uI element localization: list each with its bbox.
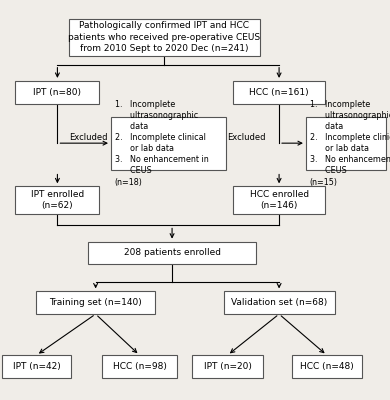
FancyBboxPatch shape xyxy=(192,355,263,378)
Text: 208 patients enrolled: 208 patients enrolled xyxy=(124,248,221,258)
FancyBboxPatch shape xyxy=(224,291,335,314)
Text: Pathologically confirmed IPT and HCC
patients who received pre-operative CEUS
fr: Pathologically confirmed IPT and HCC pat… xyxy=(68,21,261,53)
FancyBboxPatch shape xyxy=(291,355,362,378)
FancyBboxPatch shape xyxy=(36,291,155,314)
FancyBboxPatch shape xyxy=(111,117,225,170)
Text: IPT enrolled
(n=62): IPT enrolled (n=62) xyxy=(31,190,84,210)
Text: IPT (n=80): IPT (n=80) xyxy=(34,88,82,97)
Text: 1.   Incomplete
      ultrasonographic
      data
2.   Incomplete clinical
     : 1. Incomplete ultrasonographic data 2. I… xyxy=(310,100,390,186)
Text: HCC enrolled
(n=146): HCC enrolled (n=146) xyxy=(250,190,308,210)
Text: Training set (n=140): Training set (n=140) xyxy=(49,298,142,307)
FancyBboxPatch shape xyxy=(233,186,325,214)
Text: Excluded: Excluded xyxy=(69,133,107,142)
FancyBboxPatch shape xyxy=(69,19,260,56)
Text: IPT (n=20): IPT (n=20) xyxy=(204,362,252,371)
Text: HCC (n=48): HCC (n=48) xyxy=(300,362,354,371)
FancyBboxPatch shape xyxy=(88,242,256,264)
Text: HCC (n=161): HCC (n=161) xyxy=(249,88,309,97)
FancyBboxPatch shape xyxy=(15,186,99,214)
Text: HCC (n=98): HCC (n=98) xyxy=(113,362,167,371)
FancyBboxPatch shape xyxy=(233,81,325,104)
FancyBboxPatch shape xyxy=(306,117,386,170)
FancyBboxPatch shape xyxy=(2,355,71,378)
Text: Validation set (n=68): Validation set (n=68) xyxy=(231,298,327,307)
FancyBboxPatch shape xyxy=(102,355,177,378)
FancyBboxPatch shape xyxy=(15,81,99,104)
Text: Excluded: Excluded xyxy=(227,133,266,142)
Text: 1.   Incomplete
      ultrasonographic
      data
2.   Incomplete clinical
     : 1. Incomplete ultrasonographic data 2. I… xyxy=(115,100,209,186)
Text: IPT (n=42): IPT (n=42) xyxy=(12,362,60,371)
